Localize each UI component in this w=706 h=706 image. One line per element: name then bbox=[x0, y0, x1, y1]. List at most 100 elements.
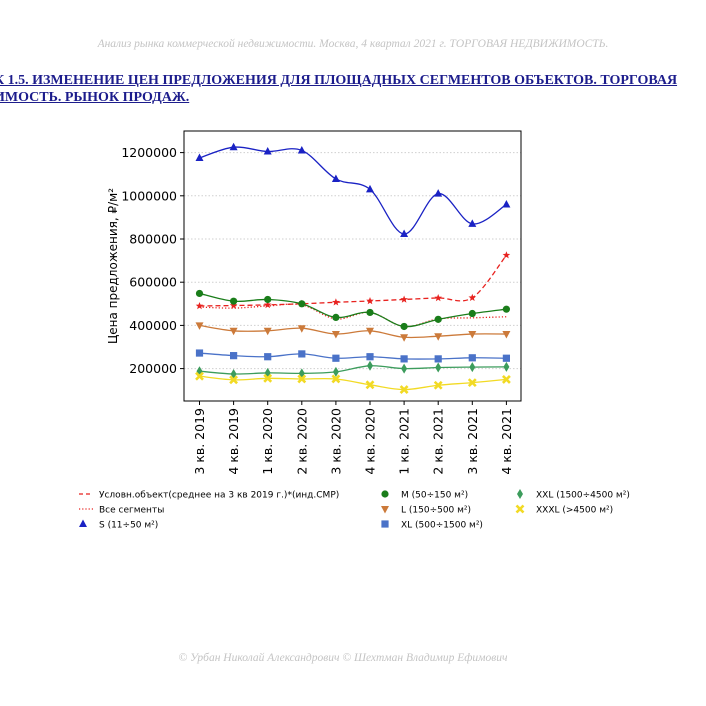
data-point-series-8 bbox=[467, 378, 477, 388]
data-point-series-7 bbox=[401, 363, 408, 374]
x-tick-label: 3 кв. 2019 bbox=[192, 408, 207, 475]
data-point-series-1 bbox=[502, 251, 511, 259]
data-point-series-1 bbox=[263, 300, 272, 309]
x-tick-label: 4 кв. 2019 bbox=[226, 408, 241, 475]
data-point-series-3 bbox=[502, 199, 511, 208]
legend-marker-swatch bbox=[515, 504, 525, 514]
data-point-series-4 bbox=[332, 313, 340, 322]
data-point-series-8 bbox=[399, 385, 409, 394]
data-point-series-3 bbox=[434, 189, 443, 197]
data-point-series-6 bbox=[434, 355, 442, 363]
series-line-3 bbox=[199, 146, 507, 235]
copyright-footer: © Урбан Николай Александрович © Шехтман … bbox=[178, 652, 508, 664]
x-tick-label: 4 кв. 2020 bbox=[363, 408, 378, 475]
legend: Условн.объект(среднее на 3 кв 2019 г.)*(… bbox=[79, 489, 630, 531]
series-line-8 bbox=[199, 375, 507, 391]
data-point-series-6 bbox=[468, 354, 476, 362]
data-point-series-7 bbox=[503, 361, 510, 372]
data-point-series-5 bbox=[434, 333, 443, 341]
data-point-series-3 bbox=[331, 174, 340, 182]
series-lines bbox=[199, 146, 507, 391]
data-point-series-4 bbox=[298, 300, 306, 308]
data-point-series-3 bbox=[195, 153, 204, 161]
series-line-5 bbox=[199, 324, 507, 339]
data-point-series-5 bbox=[400, 334, 409, 342]
data-point-series-4 bbox=[264, 295, 272, 304]
data-point-series-6 bbox=[502, 354, 510, 362]
data-point-series-8 bbox=[365, 380, 375, 390]
data-point-series-1 bbox=[229, 301, 238, 309]
data-point-series-4 bbox=[195, 289, 204, 298]
legend-marker-swatch bbox=[517, 489, 523, 499]
x-tick-label: 3 кв. 2020 bbox=[328, 408, 343, 475]
legend-marker-swatch bbox=[381, 490, 389, 498]
data-point-series-1 bbox=[400, 295, 408, 303]
y-axis-ticks: 200000 400000 600000 800000 1000000 1200000 bbox=[121, 145, 184, 376]
figure-title: К 1.5. ИЗМЕНЕНИЕ ЦЕН ПРЕДЛОЖЕНИЯ ДЛЯ ПЛО… bbox=[0, 72, 706, 106]
series-line-1 bbox=[199, 254, 507, 307]
legend-label: Все сегменты bbox=[99, 506, 164, 516]
data-point-series-4 bbox=[434, 315, 442, 323]
plot-frame bbox=[183, 130, 522, 402]
data-point-series-5 bbox=[502, 331, 511, 339]
legend-label: XXL (1500÷4500 м²) bbox=[536, 491, 630, 501]
data-point-series-5 bbox=[263, 327, 272, 336]
data-point-series-4 bbox=[366, 308, 374, 317]
data-point-series-4 bbox=[400, 322, 408, 331]
legend-item: Все сегменты bbox=[79, 506, 164, 516]
data-point-series-6 bbox=[195, 349, 204, 357]
data-point-series-6 bbox=[332, 354, 340, 362]
report-header: Анализ рынка коммерческой недвижимости. … bbox=[97, 38, 609, 50]
series-line-7 bbox=[199, 365, 507, 375]
legend-item: L (150÷500 м²) bbox=[381, 506, 471, 516]
y-tick-label: 1200000 bbox=[121, 145, 177, 160]
price-chart: 200000 400000 600000 800000 1000000 1200000 3… bbox=[79, 130, 630, 531]
y-tick-label: 400000 bbox=[129, 318, 177, 333]
data-point-series-5 bbox=[229, 327, 238, 336]
x-tick-label: 1 кв. 2020 bbox=[260, 408, 275, 475]
legend-label: XL (500÷1500 м²) bbox=[401, 521, 483, 531]
y-tick-label: 200000 bbox=[129, 361, 177, 376]
data-point-series-8 bbox=[297, 374, 307, 384]
data-point-series-1 bbox=[366, 296, 374, 305]
data-point-series-3 bbox=[366, 184, 374, 193]
series-line-6 bbox=[199, 352, 507, 360]
legend-label: M (50÷150 м²) bbox=[401, 491, 468, 501]
legend-label: Условн.объект(среднее на 3 кв 2019 г.)*(… bbox=[99, 491, 339, 501]
x-tick-label: 2 кв. 2021 bbox=[431, 408, 446, 475]
legend-marker-swatch bbox=[381, 520, 389, 528]
y-tick-label: 600000 bbox=[129, 275, 177, 290]
data-point-series-8 bbox=[433, 380, 443, 390]
legend-marker-swatch bbox=[79, 519, 87, 527]
legend-item: Условн.объект(среднее на 3 кв 2019 г.)*(… bbox=[79, 491, 339, 501]
data-point-series-6 bbox=[264, 353, 272, 361]
data-point-series-8 bbox=[263, 373, 273, 383]
data-point-series-8 bbox=[195, 371, 204, 381]
figure-title-line-2: ИМОСТЬ. РЫНОК ПРОДАЖ. bbox=[0, 90, 190, 105]
legend-item: XXL (1500÷4500 м²) bbox=[517, 489, 630, 501]
legend-item: M (50÷150 м²) bbox=[381, 490, 468, 501]
legend-label: S (11÷50 м²) bbox=[99, 521, 158, 531]
data-point-series-8 bbox=[501, 374, 511, 384]
data-point-series-1 bbox=[195, 301, 204, 310]
data-point-series-5 bbox=[297, 325, 306, 333]
data-point-series-1 bbox=[434, 293, 443, 302]
data-point-series-3 bbox=[400, 229, 409, 238]
series-markers bbox=[195, 142, 511, 394]
grid-lines bbox=[184, 152, 521, 370]
data-point-series-3 bbox=[229, 142, 238, 151]
legend-item: XXXL (>4500 м²) bbox=[515, 504, 613, 516]
data-point-series-8 bbox=[229, 375, 239, 385]
data-point-series-1 bbox=[468, 293, 477, 301]
legend-marker-swatch bbox=[381, 506, 389, 514]
data-point-series-4 bbox=[230, 297, 238, 305]
x-tick-label: 2 кв. 2020 bbox=[294, 408, 309, 475]
data-point-series-5 bbox=[195, 322, 204, 330]
series-line-4 bbox=[199, 292, 507, 328]
data-point-series-7 bbox=[469, 362, 476, 373]
data-point-series-6 bbox=[230, 352, 238, 360]
data-point-series-7 bbox=[435, 362, 442, 373]
data-point-series-1 bbox=[332, 298, 340, 306]
data-point-series-8 bbox=[331, 374, 341, 384]
data-point-series-3 bbox=[297, 145, 306, 154]
